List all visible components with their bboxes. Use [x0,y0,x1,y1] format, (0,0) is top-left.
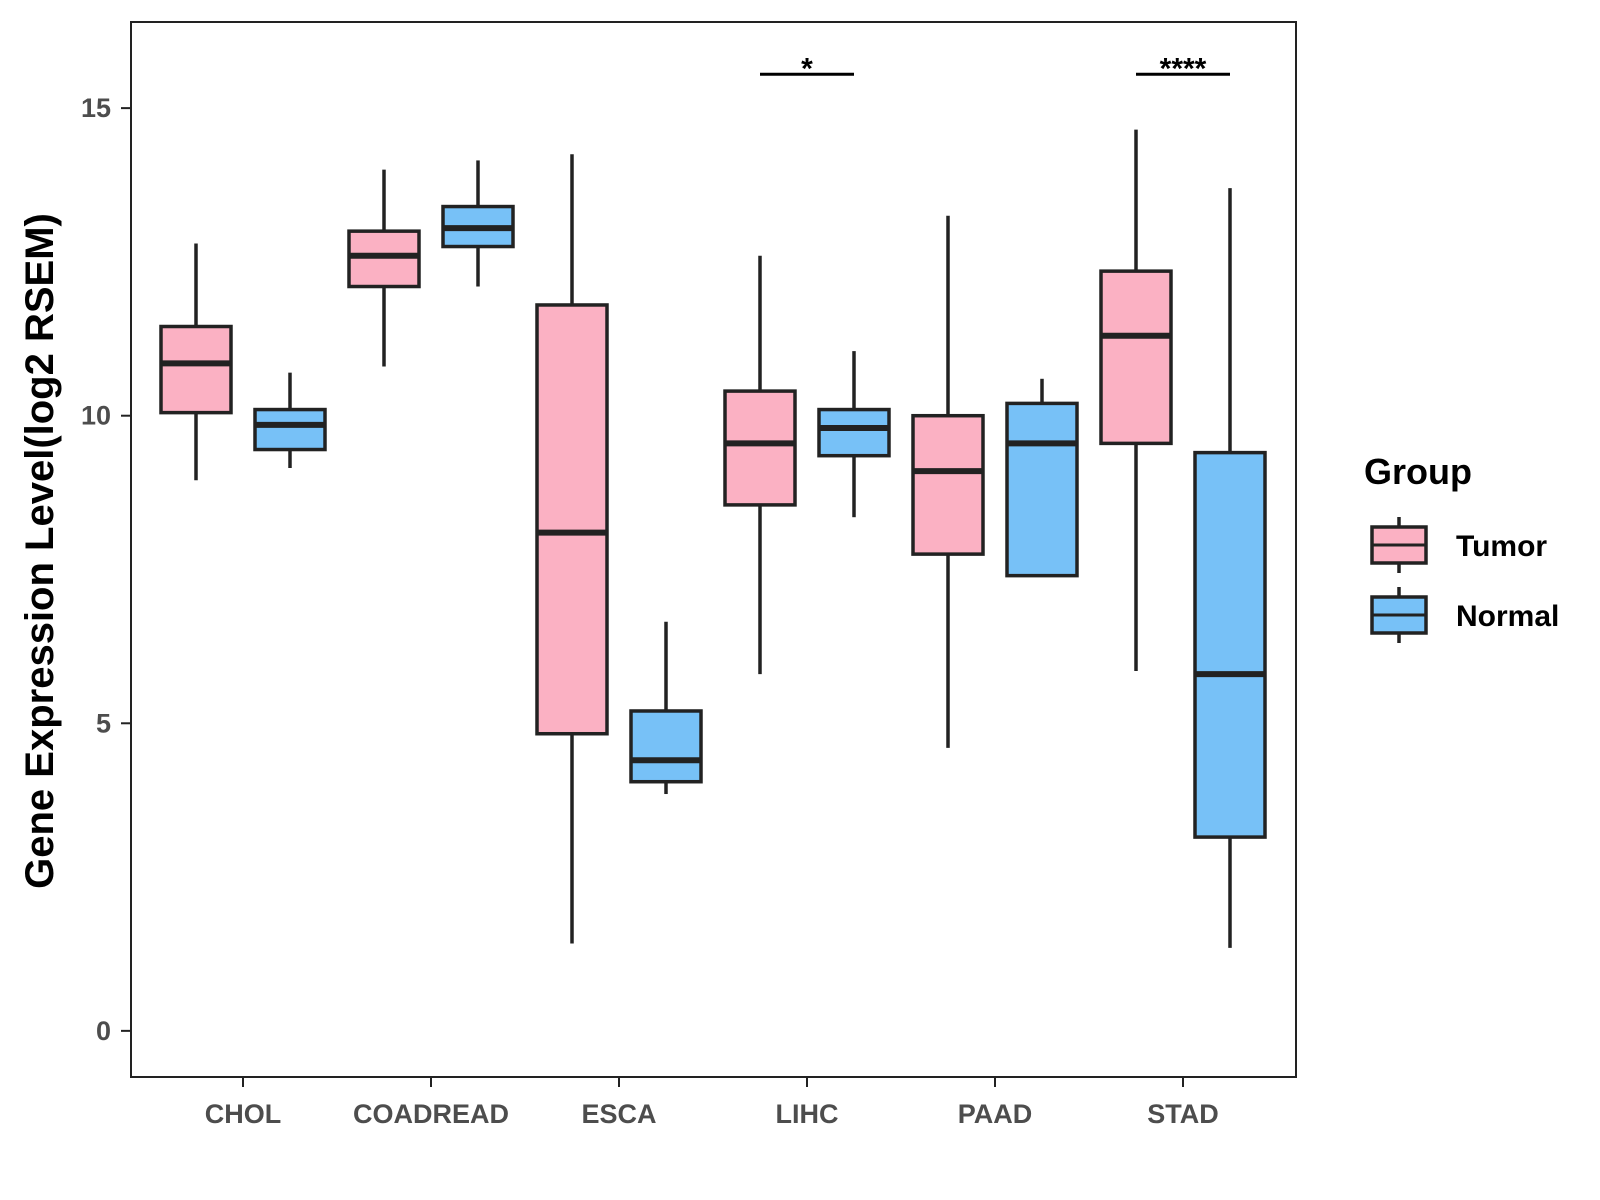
box-body [1193,450,1267,839]
y-tick-label: 0 [96,1016,111,1046]
box-series [159,129,1267,948]
x-tick-label: COADREAD [353,1099,509,1129]
legend-title: Group [1364,451,1472,492]
box-normal-paad [1005,378,1079,578]
legend-item-normal: Normal [1370,587,1559,643]
box-body [347,229,421,289]
box-normal-lihc [817,351,891,518]
y-axis-title: Gene Expression Level(log2 RSEM) [18,213,62,889]
box-normal-chol [253,372,327,468]
box-body [817,407,891,458]
plot-panel [130,21,1297,1078]
significance-label: **** [1160,52,1207,85]
x-tick-label: PAAD [958,1099,1033,1129]
box-body [253,407,327,452]
box-tumor-stad [1099,129,1173,671]
x-tick-label: CHOL [205,1099,282,1129]
box-tumor-paad [911,215,985,748]
box-body [535,303,609,736]
box-tumor-esca [535,154,609,944]
x-axis: CHOL COADREAD ESCA LIHC PAAD STAD [205,1077,1219,1129]
box-body [1099,269,1173,446]
x-tick-label: STAD [1147,1099,1219,1129]
box-body [911,413,985,556]
box-normal-coadread [441,160,515,287]
y-axis: 0 5 10 15 [81,93,131,1046]
y-tick-label: 5 [96,708,111,738]
y-tick-label: 15 [81,93,111,123]
legend-label: Normal [1456,600,1559,633]
legend-item-tumor: Tumor [1370,517,1547,573]
box-body [1005,401,1079,578]
significance-label: * [801,52,813,85]
box-tumor-lihc [723,255,797,675]
x-tick-label: LIHC [776,1099,839,1129]
legend-label: Tumor [1456,530,1547,563]
box-body [629,709,703,784]
box-tumor-chol [159,243,233,481]
box-body [723,389,797,507]
box-tumor-coadread [347,169,421,367]
legend: Group Tumor Normal [1364,451,1559,643]
box-normal-esca [629,621,703,795]
x-tick-label: ESCA [581,1099,656,1129]
box-body [159,324,233,415]
significance-annotations: * **** [760,52,1230,85]
y-tick-label: 10 [81,401,111,431]
box-normal-stad [1193,188,1267,948]
